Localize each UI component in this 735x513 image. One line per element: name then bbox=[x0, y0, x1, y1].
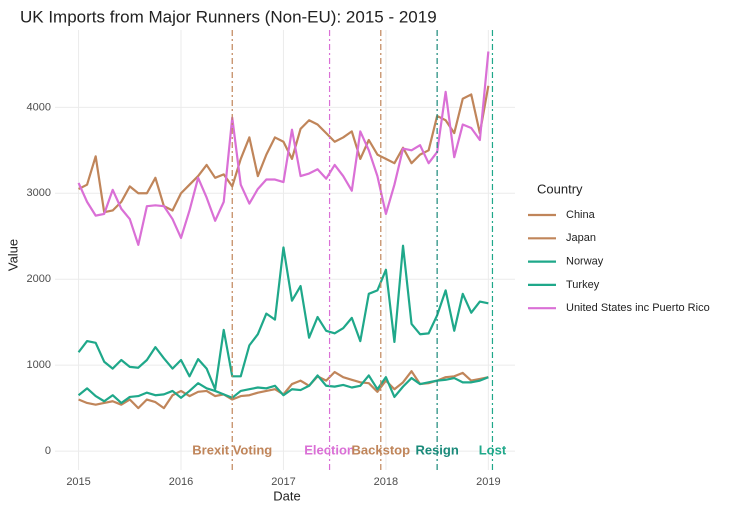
series-line bbox=[77, 374, 489, 405]
series-line bbox=[77, 244, 489, 391]
legend-label: China bbox=[566, 209, 596, 221]
legend-label: Turkey bbox=[566, 279, 600, 291]
event-label: Election bbox=[304, 443, 355, 458]
legend-label: United States inc Puerto Rico bbox=[566, 302, 710, 314]
series-line bbox=[78, 85, 490, 214]
y-tick-label: 0 bbox=[45, 445, 51, 457]
chart-title: UK Imports from Major Runners (Non-EU): … bbox=[20, 7, 437, 26]
legend-title: Country bbox=[537, 181, 583, 196]
y-tick-label: 4000 bbox=[27, 101, 51, 113]
x-axis-title: Date bbox=[273, 488, 300, 503]
x-tick-label: 2016 bbox=[169, 476, 193, 488]
x-tick-label: 2019 bbox=[476, 476, 500, 488]
event-label: Brexit Voting bbox=[192, 443, 272, 458]
x-tick-label: 2015 bbox=[66, 476, 90, 488]
x-tick-label: 2018 bbox=[374, 476, 398, 488]
x-tick-label: 2017 bbox=[271, 476, 295, 488]
event-label: Resign bbox=[415, 443, 458, 458]
legend-label: Norway bbox=[566, 256, 604, 268]
legend-label: Japan bbox=[566, 232, 596, 244]
y-axis-title: Value bbox=[5, 239, 20, 271]
event-label: Backstop bbox=[352, 443, 411, 458]
y-tick-label: 3000 bbox=[27, 187, 51, 199]
y-tick-label: 1000 bbox=[27, 359, 51, 371]
event-label: Lost bbox=[479, 443, 507, 458]
series-line bbox=[77, 51, 490, 246]
y-tick-label: 2000 bbox=[27, 273, 51, 285]
